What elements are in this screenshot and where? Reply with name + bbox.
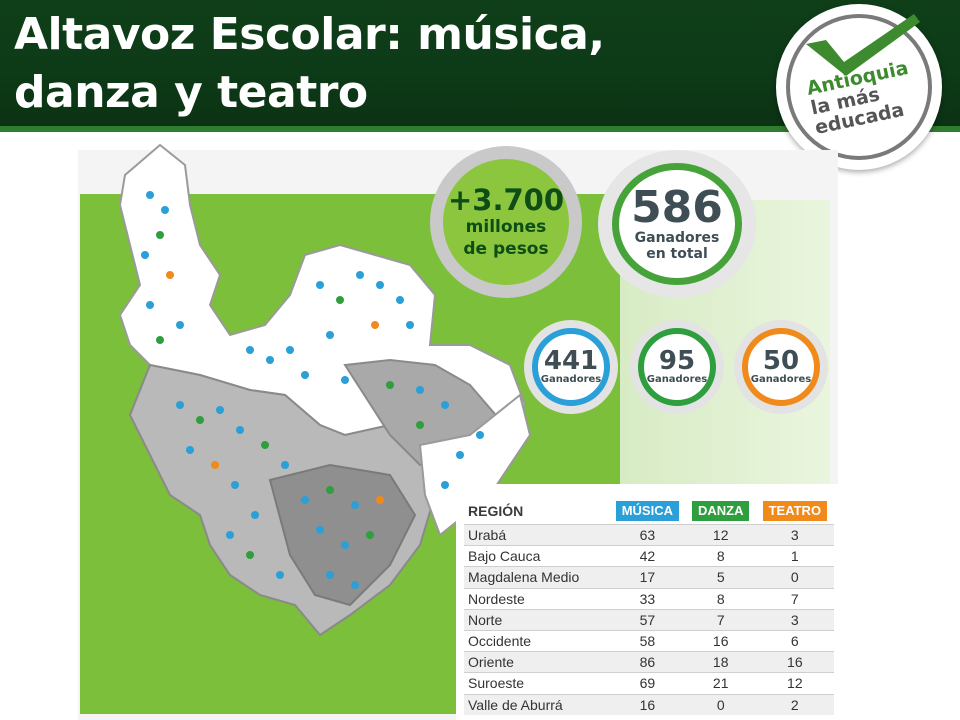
danza-cell: 0 (685, 693, 756, 715)
musica-winners-inner: 441 Ganadores (532, 328, 610, 406)
region-cell: Occidente (464, 629, 609, 652)
region-cell: Magdalena Medio (464, 566, 609, 589)
danza-cell: 7 (685, 608, 756, 631)
header-danza: DANZA (686, 498, 756, 525)
teatro-cell: 3 (755, 608, 834, 631)
teatro-cell: 0 (755, 566, 834, 589)
teatro-winners-number: 50 (762, 346, 800, 376)
teatro-winners-inner: 50 Ganadores (742, 328, 820, 406)
region-cell: Nordeste (464, 587, 609, 610)
total-winners-line-2: en total (646, 246, 708, 262)
table-row: Norte 57 7 3 (464, 608, 834, 631)
map-region-peninsula (418, 393, 532, 537)
danza-winners-label: Ganadores (646, 374, 708, 385)
musica-cell: 57 (608, 608, 686, 631)
money-amount: +3.700 (447, 183, 565, 217)
danza-cell: 21 (685, 672, 756, 694)
table-row: Nordeste 33 8 7 (464, 587, 834, 610)
region-table-card: REGIÓN MÚSICA DANZA TEATRO Urabá 63 12 3… (456, 484, 840, 720)
teatro-winners-circle: 50 Ganadores (734, 320, 828, 414)
money-line-2: de pesos (463, 239, 549, 259)
musica-winners-circle: 441 Ganadores (524, 320, 618, 414)
danza-cell: 18 (685, 651, 756, 673)
teatro-cell: 6 (755, 629, 834, 652)
teatro-cell: 1 (755, 545, 834, 567)
header-teatro-label: TEATRO (762, 501, 828, 521)
danza-cell: 5 (685, 566, 756, 589)
money-circle: +3.700 millones de pesos (430, 146, 582, 298)
page-title: Altavoz Escolar: música, danza y teatro (14, 6, 605, 122)
checkmark-icon (806, 14, 920, 76)
region-cell: Suroeste (464, 672, 609, 694)
teatro-cell: 2 (755, 693, 834, 715)
danza-cell: 8 (685, 545, 756, 567)
antioquia-logo: Antioquia la más educada (776, 4, 942, 170)
region-cell: Norte (464, 608, 609, 631)
musica-cell: 17 (608, 566, 686, 589)
header-region: REGIÓN (468, 503, 524, 519)
region-cell: Oriente (464, 651, 609, 673)
danza-cell: 12 (685, 523, 756, 546)
region-cell: Valle de Aburrá (464, 693, 609, 715)
header-teatro: TEATRO (756, 498, 834, 525)
table-row: Bajo Cauca 42 8 1 (464, 545, 834, 567)
musica-cell: 69 (608, 672, 686, 694)
musica-cell: 86 (608, 651, 686, 673)
table-row: Occidente 58 16 6 (464, 629, 834, 652)
table-row: Oriente 86 18 16 (464, 651, 834, 673)
map-dots (141, 191, 484, 589)
danza-cell: 16 (685, 629, 756, 652)
total-winners-circle: 586 Ganadores en total (598, 150, 756, 298)
antioquia-map (118, 143, 532, 637)
musica-cell: 33 (608, 587, 686, 610)
region-cell: Urabá (464, 523, 609, 546)
teatro-cell: 16 (755, 651, 834, 673)
teatro-cell: 7 (755, 587, 834, 610)
danza-winners-number: 95 (658, 346, 696, 376)
total-winners-line-1: Ganadores (634, 230, 720, 246)
total-winners-inner: 586 Ganadores en total (612, 163, 742, 285)
header-musica-label: MÚSICA (615, 501, 679, 521)
table-row: Magdalena Medio 17 5 0 (464, 566, 834, 589)
teatro-winners-label: Ganadores (750, 374, 812, 385)
region-table: REGIÓN MÚSICA DANZA TEATRO Urabá 63 12 3… (464, 498, 834, 715)
money-circle-inner: +3.700 millones de pesos (443, 159, 569, 285)
money-line-1: millones (465, 217, 547, 237)
header-musica: MÚSICA (609, 498, 686, 525)
title-line-1: Altavoz Escolar: música, (14, 9, 605, 60)
teatro-cell: 12 (755, 672, 834, 694)
table-row: Suroeste 69 21 12 (464, 672, 834, 694)
musica-winners-number: 441 (543, 346, 599, 376)
danza-winners-circle: 95 Ganadores (630, 320, 724, 414)
musica-cell: 63 (608, 523, 686, 546)
total-winners-number: 586 (631, 182, 723, 233)
title-line-2: danza y teatro (14, 67, 368, 118)
logo-ring (786, 14, 932, 160)
musica-winners-label: Ganadores (540, 374, 602, 385)
musica-cell: 58 (608, 629, 686, 652)
table-row: Valle de Aburrá 16 0 2 (464, 693, 834, 715)
musica-cell: 42 (608, 545, 686, 567)
musica-cell: 16 (608, 693, 686, 715)
header-danza-label: DANZA (691, 501, 750, 521)
danza-winners-inner: 95 Ganadores (638, 328, 716, 406)
table-header-row: REGIÓN MÚSICA DANZA TEATRO (464, 498, 834, 525)
teatro-cell: 3 (755, 523, 834, 546)
region-cell: Bajo Cauca (464, 545, 609, 567)
danza-cell: 8 (685, 587, 756, 610)
table-row: Urabá 63 12 3 (464, 523, 834, 546)
